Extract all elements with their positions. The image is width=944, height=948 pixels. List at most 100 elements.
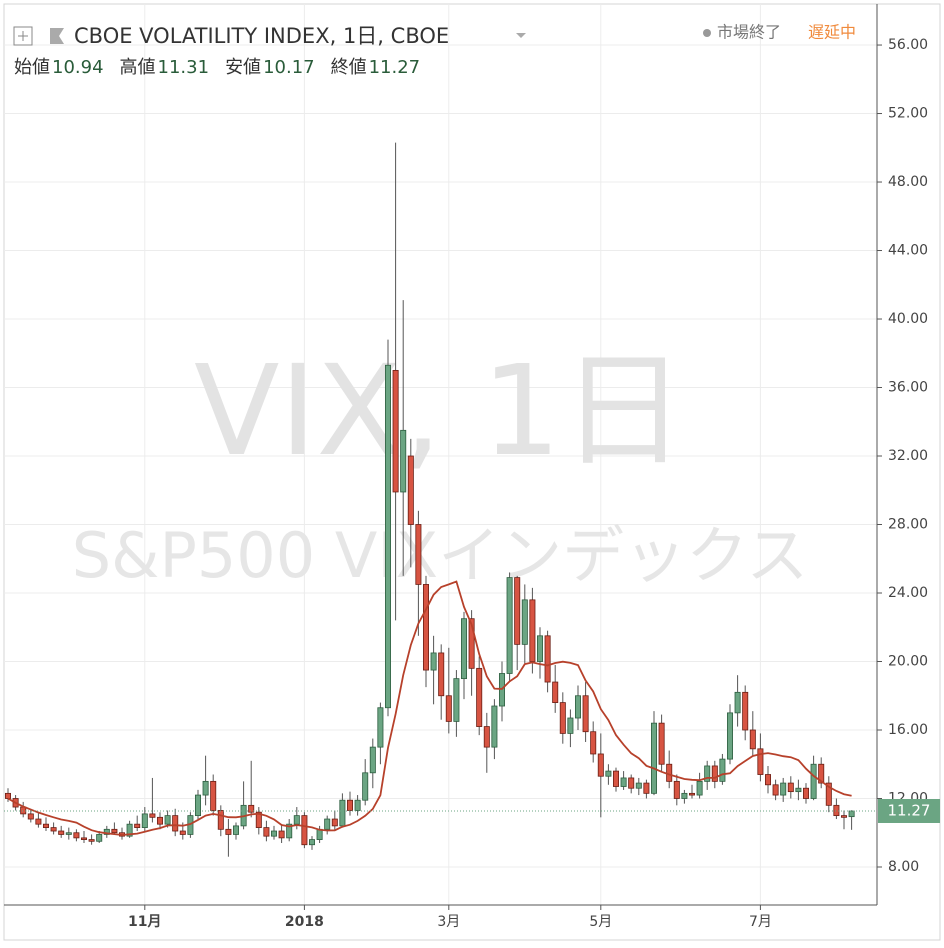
y-tick-label: 48.00 — [888, 174, 928, 190]
dropdown-arrow[interactable] — [516, 33, 526, 38]
candle-body — [491, 705, 498, 748]
candle-body — [620, 777, 627, 787]
candle-body — [232, 825, 239, 835]
candle-body — [438, 652, 445, 697]
candle-body — [605, 770, 612, 777]
candle-body — [286, 823, 293, 839]
ohlc-label: 安値 — [225, 57, 261, 78]
symbol-flag — [50, 28, 64, 44]
candle-body — [111, 828, 118, 834]
candle-body — [643, 782, 650, 794]
y-tick-label: 24.00 — [888, 585, 928, 601]
status-dot — [703, 29, 711, 37]
candle-body — [742, 691, 749, 731]
candle-body — [772, 784, 779, 796]
candle-body — [81, 837, 88, 840]
ohlc-label: 始値 — [14, 57, 50, 78]
candle-body — [400, 429, 407, 493]
candle-body — [354, 799, 361, 811]
expand-icon[interactable] — [13, 26, 33, 46]
candle-body — [278, 830, 285, 839]
x-tick-label: 3月 — [437, 914, 460, 930]
candle-body — [164, 815, 171, 825]
candle-body — [787, 782, 794, 793]
candle-body — [704, 765, 711, 782]
watermark: VIX, 1日 — [194, 339, 686, 484]
candle-body — [255, 811, 262, 828]
candle-body — [88, 839, 95, 842]
candle-body — [666, 763, 673, 782]
candle-body — [537, 635, 544, 662]
candle-body — [430, 652, 437, 671]
candle-body — [65, 832, 72, 835]
ohlc-value: 10.94 — [52, 57, 104, 78]
candle-body — [156, 816, 163, 825]
watermark-subtitle: S&P500 VIXインデックス — [72, 519, 808, 592]
moving-average — [7, 580, 852, 836]
ohlc-value: 11.31 — [158, 57, 210, 78]
candle-body — [696, 780, 703, 796]
candle-body — [126, 823, 133, 837]
candle-body — [392, 369, 399, 493]
ohlc-readout: 始値 10.94 高値 11.31 安値 10.17 終値 11.27 — [14, 57, 420, 78]
candle-body — [339, 799, 346, 827]
candle-body — [50, 827, 57, 832]
candle-body — [848, 810, 855, 818]
candle-body — [757, 748, 764, 775]
y-tick-label: 32.00 — [888, 448, 928, 464]
market-status: 市場終了 — [717, 23, 781, 42]
candle-body — [841, 815, 848, 818]
candle-body — [506, 577, 513, 674]
candle-body — [825, 782, 832, 806]
candle-body — [308, 839, 315, 846]
candle-body — [27, 813, 34, 820]
y-tick-label: 52.00 — [888, 106, 928, 122]
candle-body — [658, 722, 665, 765]
candle-body — [58, 830, 65, 835]
candle-body — [453, 678, 460, 722]
candle-body — [407, 455, 414, 525]
candle-body — [651, 722, 658, 794]
last-price-label: 11.27 — [888, 801, 931, 819]
candle-body — [628, 777, 635, 789]
candle-body — [369, 746, 376, 774]
candle-body — [567, 717, 574, 734]
expand-icon-cross — [18, 31, 28, 41]
candle-body — [96, 834, 103, 842]
candle-body — [673, 780, 680, 799]
candle-body — [795, 787, 802, 793]
candle-body — [681, 792, 688, 799]
candle-body — [225, 828, 232, 835]
candle-body — [149, 813, 156, 818]
last-price-box — [878, 798, 940, 823]
y-tick-label: 28.00 — [888, 517, 928, 533]
candle-body — [765, 774, 772, 786]
candle-body — [179, 830, 186, 835]
candle-body — [818, 763, 825, 784]
candle-body — [460, 618, 467, 680]
candle-body — [5, 792, 11, 799]
candle-body — [719, 758, 726, 782]
y-tick-label: 36.00 — [888, 380, 928, 396]
y-tick-label: 20.00 — [888, 653, 928, 669]
candle-body — [43, 823, 50, 828]
candle-body — [194, 794, 201, 817]
y-tick-label: 8.00 — [888, 859, 919, 875]
candle-body — [810, 763, 817, 799]
candle-body — [324, 818, 331, 830]
candle-body — [384, 364, 391, 709]
candle-body — [301, 815, 308, 846]
candle-body — [141, 813, 148, 828]
candle-body — [217, 810, 224, 830]
candle-body — [597, 753, 604, 777]
delay-status: 遅延中 — [808, 23, 856, 42]
ohlc-label: 高値 — [120, 57, 156, 78]
ohlc-label: 終値 — [331, 57, 367, 78]
y-tick-label: 44.00 — [888, 243, 928, 259]
candle-body — [559, 702, 566, 734]
ohlc-value: 11.27 — [369, 57, 421, 78]
x-tick-label: 7月 — [749, 914, 772, 930]
chart-title: CBOE VOLATILITY INDEX, 1日, CBOE — [74, 24, 449, 48]
candle-body — [73, 832, 80, 839]
